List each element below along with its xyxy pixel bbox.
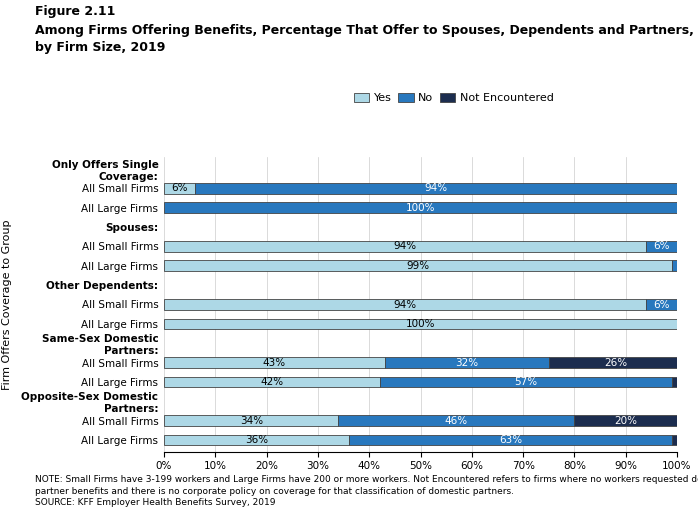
Text: 94%: 94% xyxy=(424,183,447,193)
Bar xyxy=(164,376,380,387)
Bar xyxy=(164,435,349,445)
Bar xyxy=(195,183,677,194)
Bar xyxy=(672,260,677,271)
Text: SOURCE: KFF Employer Health Benefits Survey, 2019: SOURCE: KFF Employer Health Benefits Sur… xyxy=(35,498,276,507)
Bar xyxy=(164,357,385,368)
Text: 34%: 34% xyxy=(239,416,263,426)
Text: 26%: 26% xyxy=(604,358,627,368)
Text: 42%: 42% xyxy=(260,377,283,387)
Bar xyxy=(164,260,672,271)
Text: 20%: 20% xyxy=(614,416,637,426)
Text: 36%: 36% xyxy=(245,435,268,445)
Text: 94%: 94% xyxy=(394,242,417,251)
Text: 43%: 43% xyxy=(262,358,286,368)
Text: 6%: 6% xyxy=(171,183,188,193)
Text: 94%: 94% xyxy=(394,299,417,310)
Bar xyxy=(164,319,677,329)
Text: 46%: 46% xyxy=(445,416,468,426)
Bar xyxy=(164,299,646,310)
Text: 99%: 99% xyxy=(406,261,429,271)
Bar xyxy=(339,415,574,426)
Bar xyxy=(672,376,677,387)
Legend: Yes, No, Not Encountered: Yes, No, Not Encountered xyxy=(349,88,558,108)
Text: 100%: 100% xyxy=(406,203,436,213)
Text: 100%: 100% xyxy=(406,319,436,329)
Bar xyxy=(574,415,677,426)
Bar xyxy=(380,376,672,387)
Text: Figure 2.11: Figure 2.11 xyxy=(35,5,115,18)
Bar xyxy=(164,183,195,194)
Bar xyxy=(164,203,677,213)
Bar xyxy=(349,435,672,445)
Text: 6%: 6% xyxy=(653,242,670,251)
Text: 57%: 57% xyxy=(514,377,537,387)
Bar xyxy=(164,241,646,252)
Text: by Firm Size, 2019: by Firm Size, 2019 xyxy=(35,41,165,54)
Text: 63%: 63% xyxy=(499,435,522,445)
Bar xyxy=(385,357,549,368)
Text: 32%: 32% xyxy=(455,358,478,368)
Text: Firm Offers Coverage to Group: Firm Offers Coverage to Group xyxy=(2,219,12,390)
Text: 6%: 6% xyxy=(653,299,670,310)
Text: NOTE: Small Firms have 3-199 workers and Large Firms have 200 or more workers. N: NOTE: Small Firms have 3-199 workers and… xyxy=(35,475,698,484)
Text: partner benefits and there is no corporate policy on coverage for that classific: partner benefits and there is no corpora… xyxy=(35,487,514,496)
Bar xyxy=(646,241,677,252)
Bar xyxy=(672,435,677,445)
Text: Among Firms Offering Benefits, Percentage That Offer to Spouses, Dependents and : Among Firms Offering Benefits, Percentag… xyxy=(35,24,694,37)
Bar xyxy=(164,415,339,426)
Bar xyxy=(549,357,682,368)
Bar xyxy=(646,299,677,310)
